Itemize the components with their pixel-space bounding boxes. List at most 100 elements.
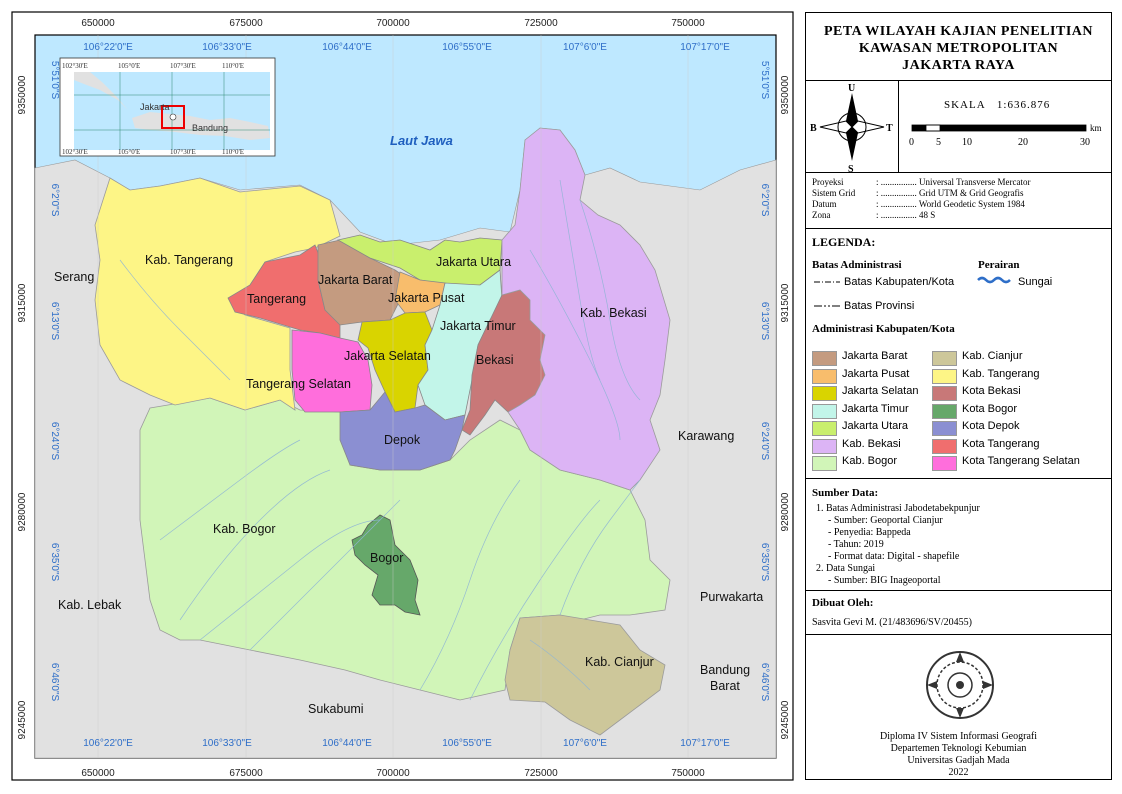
geo-ticks-vertical: 5°51'0"S 6°2'0"S 6°13'0"S 6°24'0"S 6°35'… [49, 61, 770, 702]
legend-label: Kota Bekasi [962, 385, 1021, 397]
svg-text:650000: 650000 [81, 18, 115, 29]
region-kab-cianjur[interactable] [504, 614, 666, 736]
region-kab-tangerang[interactable] [94, 177, 341, 411]
legend-batas-prov: Batas Provinsi [844, 300, 915, 312]
legend-label: Kota Tangerang [962, 437, 1040, 450]
legend-label: Kab. Bekasi [842, 437, 901, 450]
svg-text:700000: 700000 [376, 18, 410, 29]
legend-swatch [812, 456, 837, 471]
svg-text:106°22'0"E: 106°22'0"E [83, 738, 133, 749]
utm-ticks: 650000 675000 700000 725000 750000 65000… [81, 18, 705, 779]
svg-text:9280000: 9280000 [780, 492, 791, 531]
legend-swatch [932, 403, 957, 419]
svg-text:106°44'0"E: 106°44'0"E [322, 738, 372, 749]
svg-text:107°17'0"E: 107°17'0"E [680, 738, 730, 749]
region-jakarta-utara[interactable] [336, 234, 503, 286]
legend-swatch [932, 421, 957, 436]
label-bogor: Bogor [370, 551, 403, 565]
svg-text:106°33'0"E: 106°33'0"E [202, 42, 252, 53]
svg-text:S: S [848, 164, 854, 173]
svg-text:9350000: 9350000 [17, 75, 28, 114]
svg-text:6°35'0"S: 6°35'0"S [49, 543, 60, 582]
legend-swatch [932, 386, 957, 401]
data-source: Sumber Data: 1. Batas Administrasi Jabod… [806, 479, 1111, 591]
label-jakarta-pusat: Jakarta Pusat [388, 291, 465, 305]
svg-text:675000: 675000 [229, 768, 263, 779]
svg-text:T: T [886, 123, 893, 134]
svg-text:Serang: Serang [54, 270, 94, 284]
region-labels: Kab. Tangerang Jakarta Barat Jakarta Uta… [145, 253, 654, 669]
svg-text:106°44'0"E: 106°44'0"E [322, 42, 372, 53]
label-depok: Depok [384, 433, 421, 447]
svg-text:102°30'E: 102°30'E [62, 148, 88, 156]
svg-text:9315000: 9315000 [17, 283, 28, 322]
svg-text:6°46'0"S: 6°46'0"S [49, 663, 60, 702]
region-kota-depok[interactable] [339, 391, 466, 471]
svg-text:0: 0 [909, 137, 914, 148]
scale-text: SKALA 1:636.876 [944, 99, 1051, 111]
map-info-panel: PETA WILAYAH KAJIAN PENELITIAN KAWASAN M… [805, 12, 1112, 780]
map-frame: Jakarta Bandung 102°30'E 105°0'E 107°30'… [11, 11, 794, 781]
author-name: Sasvita Gevi M. (21/483696/SV/20455) [812, 617, 972, 628]
projection-info: Proyeksi: ................ Universal Tra… [806, 173, 1111, 229]
svg-text:107°30'E: 107°30'E [170, 148, 196, 156]
legend-label: Jakarta Utara [842, 420, 909, 432]
label-tangerang: Tangerang [247, 292, 306, 306]
legend-batas-kab: Batas Kabupaten/Kota [844, 276, 955, 288]
svg-text:6°13'0"S: 6°13'0"S [49, 302, 60, 341]
sea-label: Laut Jawa [390, 133, 453, 148]
source-list: 1. Batas Administrasi Jabodetabekpunjur … [816, 503, 980, 586]
svg-text:105°0'E: 105°0'E [118, 148, 140, 156]
compass-icon: U S B T [810, 83, 893, 175]
legend-swatch [932, 351, 957, 366]
svg-text:106°55'0"E: 106°55'0"E [442, 738, 492, 749]
legend-swatch [932, 438, 957, 454]
svg-text:U: U [848, 83, 855, 94]
svg-text:6°24'0"S: 6°24'0"S [759, 422, 770, 461]
label-kab-tangerang: Kab. Tangerang [145, 253, 233, 267]
utm-ticks-vertical: 9350000 9315000 9280000 9245000 9350000 … [17, 75, 791, 739]
svg-text:km: km [1090, 123, 1102, 133]
inset-study-area-marker [161, 105, 185, 129]
region-kab-bekasi[interactable] [501, 127, 671, 491]
svg-text:700000: 700000 [376, 768, 410, 779]
svg-text:6°2'0"S: 6°2'0"S [759, 184, 770, 217]
label-jakarta-selatan: Jakarta Selatan [344, 349, 431, 363]
svg-text:6°24'0"S: 6°24'0"S [49, 422, 60, 461]
svg-text:750000: 750000 [671, 18, 705, 29]
institution-section: Diploma IV Sistem Informasi Geografi Dep… [806, 635, 1111, 781]
legend-perairan-title: Perairan [978, 259, 1020, 271]
svg-text:10: 10 [962, 137, 972, 148]
svg-text:107°6'0"E: 107°6'0"E [563, 738, 607, 749]
label-bekasi: Bekasi [476, 353, 514, 367]
region-kota-tangerang-selatan[interactable] [291, 329, 373, 413]
region-jakarta-pusat[interactable] [394, 271, 446, 314]
legend-sungai: Sungai [1018, 276, 1053, 288]
author-section: Dibuat Oleh: Sasvita Gevi M. (21/483696/… [806, 591, 1111, 635]
svg-text:106°55'0"E: 106°55'0"E [442, 42, 492, 53]
svg-text:6°46'0"S: 6°46'0"S [759, 663, 770, 702]
map-title: PETA WILAYAH KAJIAN PENELITIAN KAWASAN M… [806, 13, 1111, 81]
svg-text:6°2'0"S: 6°2'0"S [49, 184, 60, 217]
river-network [119, 179, 641, 701]
legend-label: Kota Bogor [962, 402, 1018, 415]
svg-text:Kab. Lebak: Kab. Lebak [58, 598, 122, 612]
compass-scale-section: U S B T SKALA 1:636.876 0 5 10 20 30 km [806, 81, 1111, 175]
river-icon [977, 276, 1011, 284]
legend-label: Jakarta Pusat [842, 367, 910, 380]
svg-text:9280000: 9280000 [17, 492, 28, 531]
university-logo-icon [926, 651, 994, 719]
svg-text:110°0'E: 110°0'E [222, 148, 244, 156]
svg-text:107°30'E: 107°30'E [170, 62, 196, 70]
svg-text:750000: 750000 [671, 768, 705, 779]
label-jakarta-utara: Jakarta Utara [436, 255, 511, 269]
legend-label: Jakarta Barat [842, 350, 908, 362]
label-tangerang-selatan: Tangerang Selatan [246, 377, 351, 391]
region-kota-bogor[interactable] [351, 514, 421, 616]
legend-label: Kab. Cianjur [962, 350, 1023, 362]
svg-text:110°0'E: 110°0'E [222, 62, 244, 70]
legend-batas-title: Batas Administrasi [812, 259, 902, 271]
institution-text: Diploma IV Sistem Informasi Geografi Dep… [879, 731, 1037, 778]
svg-text:9245000: 9245000 [17, 700, 28, 739]
svg-text:106°22'0"E: 106°22'0"E [83, 42, 133, 53]
